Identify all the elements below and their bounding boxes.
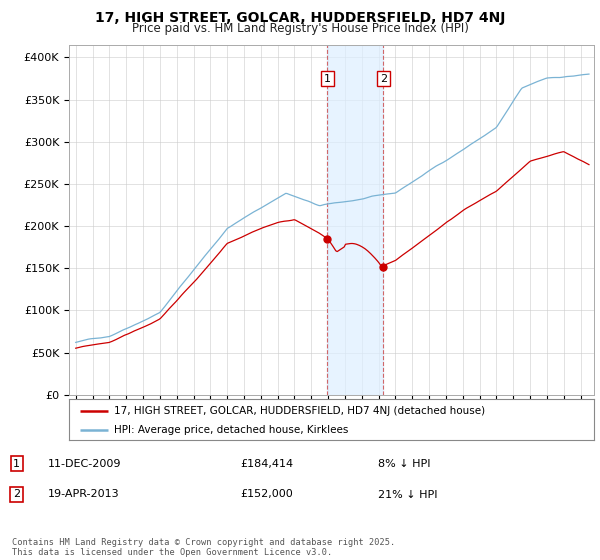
Text: Price paid vs. HM Land Registry's House Price Index (HPI): Price paid vs. HM Land Registry's House … xyxy=(131,22,469,35)
Text: £184,414: £184,414 xyxy=(240,459,293,469)
Text: £152,000: £152,000 xyxy=(240,489,293,500)
Text: 2: 2 xyxy=(380,73,387,83)
Text: 1: 1 xyxy=(13,459,20,469)
Text: 19-APR-2013: 19-APR-2013 xyxy=(48,489,119,500)
Text: 17, HIGH STREET, GOLCAR, HUDDERSFIELD, HD7 4NJ: 17, HIGH STREET, GOLCAR, HUDDERSFIELD, H… xyxy=(95,11,505,25)
Text: 2: 2 xyxy=(13,489,20,500)
Text: HPI: Average price, detached house, Kirklees: HPI: Average price, detached house, Kirk… xyxy=(113,424,348,435)
Bar xyxy=(327,45,383,395)
Text: 17, HIGH STREET, GOLCAR, HUDDERSFIELD, HD7 4NJ (detached house): 17, HIGH STREET, GOLCAR, HUDDERSFIELD, H… xyxy=(113,405,485,416)
Text: 21% ↓ HPI: 21% ↓ HPI xyxy=(378,489,437,500)
Text: 1: 1 xyxy=(324,73,331,83)
Text: Contains HM Land Registry data © Crown copyright and database right 2025.
This d: Contains HM Land Registry data © Crown c… xyxy=(12,538,395,557)
Text: 11-DEC-2009: 11-DEC-2009 xyxy=(48,459,121,469)
Text: 8% ↓ HPI: 8% ↓ HPI xyxy=(378,459,431,469)
